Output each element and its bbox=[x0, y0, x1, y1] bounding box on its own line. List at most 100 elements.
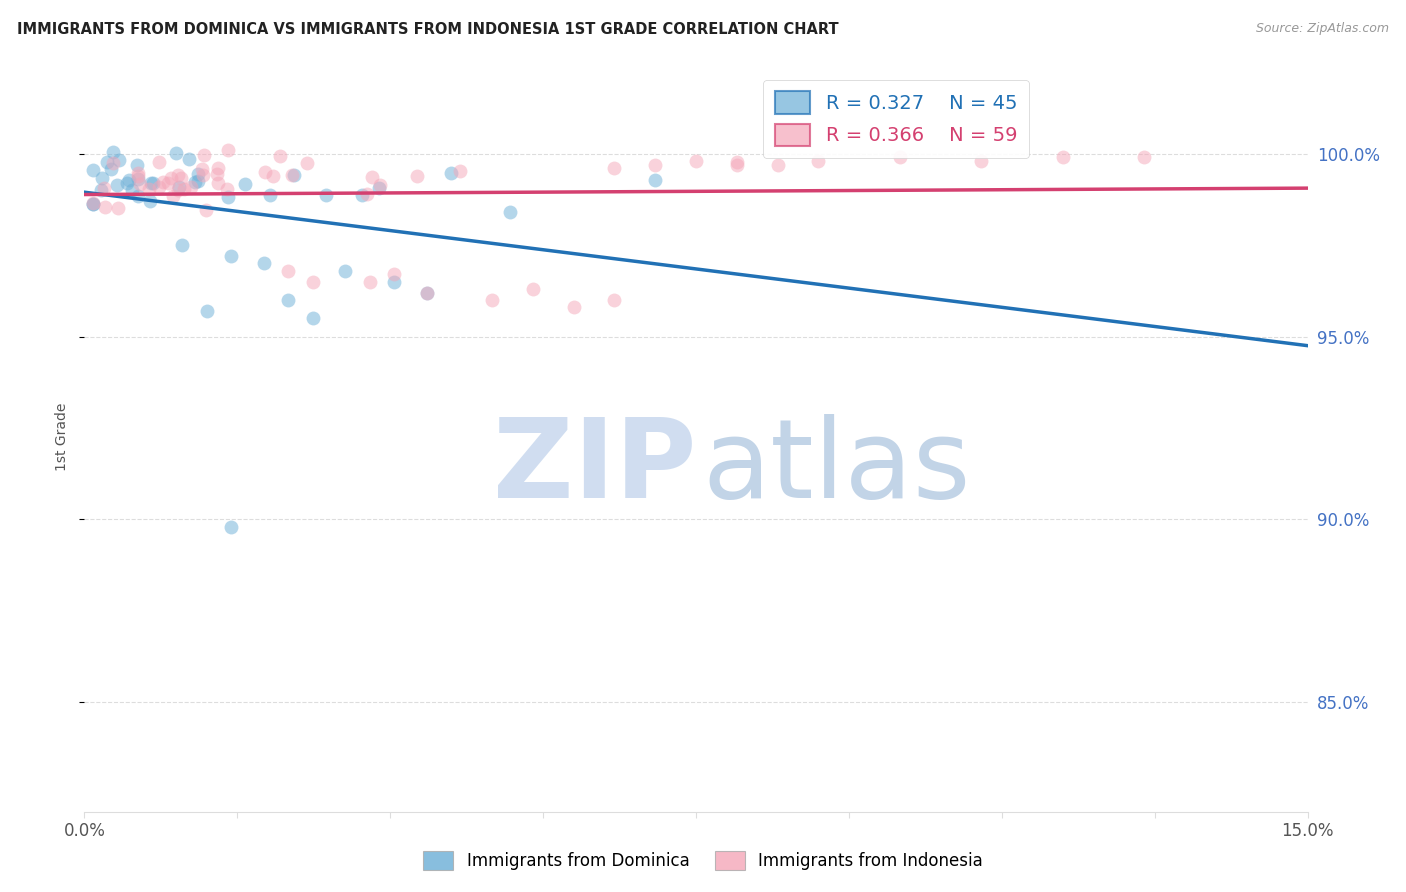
Point bbox=[481, 293, 503, 307]
Point bbox=[127, 169, 149, 183]
Point bbox=[253, 165, 276, 179]
Point bbox=[82, 197, 104, 211]
Point bbox=[167, 179, 190, 194]
Point bbox=[253, 256, 276, 270]
Point bbox=[82, 196, 104, 211]
Point bbox=[90, 183, 112, 197]
Point bbox=[215, 182, 238, 196]
Point bbox=[93, 180, 115, 194]
Point bbox=[172, 238, 194, 252]
Point bbox=[217, 143, 239, 157]
Point bbox=[889, 151, 911, 165]
Point bbox=[138, 181, 160, 195]
Point bbox=[562, 301, 585, 315]
Legend: Immigrants from Dominica, Immigrants from Indonesia: Immigrants from Dominica, Immigrants fro… bbox=[416, 844, 990, 877]
Point bbox=[277, 264, 299, 278]
Point bbox=[315, 188, 337, 202]
Point bbox=[105, 178, 128, 193]
Point bbox=[159, 170, 181, 185]
Point bbox=[603, 293, 626, 307]
Point bbox=[187, 174, 209, 188]
Point bbox=[93, 200, 115, 214]
Point bbox=[440, 166, 463, 180]
Point bbox=[725, 155, 748, 169]
Point bbox=[157, 176, 180, 190]
Point bbox=[350, 187, 373, 202]
Text: Source: ZipAtlas.com: Source: ZipAtlas.com bbox=[1256, 22, 1389, 36]
Point bbox=[644, 173, 666, 187]
Point bbox=[142, 176, 165, 190]
Point bbox=[103, 145, 125, 160]
Point bbox=[108, 153, 131, 167]
Point bbox=[165, 146, 187, 161]
Point bbox=[195, 202, 218, 217]
Point bbox=[416, 285, 439, 300]
Text: ZIP: ZIP bbox=[492, 414, 696, 521]
Point bbox=[603, 161, 626, 176]
Point bbox=[297, 156, 319, 170]
Point bbox=[368, 181, 391, 195]
Point bbox=[277, 293, 299, 307]
Text: IMMIGRANTS FROM DOMINICA VS IMMIGRANTS FROM INDONESIA 1ST GRADE CORRELATION CHAR: IMMIGRANTS FROM DOMINICA VS IMMIGRANTS F… bbox=[17, 22, 838, 37]
Point bbox=[82, 196, 104, 211]
Point bbox=[121, 183, 143, 197]
Point bbox=[219, 249, 242, 263]
Point bbox=[129, 178, 152, 192]
Point bbox=[191, 161, 214, 176]
Point bbox=[207, 161, 229, 176]
Point bbox=[217, 190, 239, 204]
Point bbox=[162, 189, 184, 203]
Y-axis label: 1st Grade: 1st Grade bbox=[55, 403, 69, 471]
Point bbox=[1052, 151, 1074, 165]
Point bbox=[167, 168, 190, 182]
Point bbox=[205, 167, 228, 181]
Point bbox=[725, 158, 748, 172]
Point bbox=[382, 275, 405, 289]
Point bbox=[807, 154, 830, 169]
Point bbox=[191, 168, 214, 182]
Point bbox=[335, 264, 357, 278]
Point bbox=[170, 170, 193, 185]
Point bbox=[177, 152, 200, 166]
Point bbox=[96, 155, 118, 169]
Point bbox=[207, 176, 229, 190]
Point bbox=[173, 181, 195, 195]
Point bbox=[499, 205, 522, 219]
Point bbox=[82, 162, 104, 177]
Point bbox=[359, 275, 381, 289]
Point bbox=[184, 175, 207, 189]
Point bbox=[148, 179, 170, 194]
Point bbox=[233, 177, 256, 191]
Point bbox=[187, 167, 209, 181]
Point bbox=[90, 171, 112, 186]
Point bbox=[139, 194, 162, 208]
Point bbox=[193, 148, 215, 162]
Point bbox=[262, 169, 284, 183]
Point bbox=[127, 165, 149, 179]
Point bbox=[167, 183, 190, 197]
Point bbox=[368, 178, 391, 192]
Point bbox=[259, 187, 281, 202]
Point bbox=[522, 282, 544, 296]
Point bbox=[360, 169, 382, 184]
Point bbox=[152, 175, 174, 189]
Point bbox=[195, 304, 218, 318]
Text: atlas: atlas bbox=[702, 414, 970, 521]
Legend: R = 0.327    N = 45, R = 0.366    N = 59: R = 0.327 N = 45, R = 0.366 N = 59 bbox=[763, 79, 1029, 158]
Point bbox=[180, 180, 202, 194]
Point bbox=[101, 156, 124, 170]
Point bbox=[449, 164, 471, 178]
Point bbox=[382, 268, 405, 282]
Point bbox=[107, 201, 129, 215]
Point bbox=[766, 158, 789, 172]
Point bbox=[406, 169, 429, 184]
Point bbox=[356, 186, 378, 201]
Point bbox=[1133, 151, 1156, 165]
Point bbox=[970, 154, 993, 169]
Point bbox=[283, 169, 305, 183]
Point bbox=[115, 177, 138, 191]
Point bbox=[127, 188, 149, 202]
Point bbox=[685, 154, 707, 169]
Point bbox=[269, 149, 291, 163]
Point bbox=[127, 172, 149, 186]
